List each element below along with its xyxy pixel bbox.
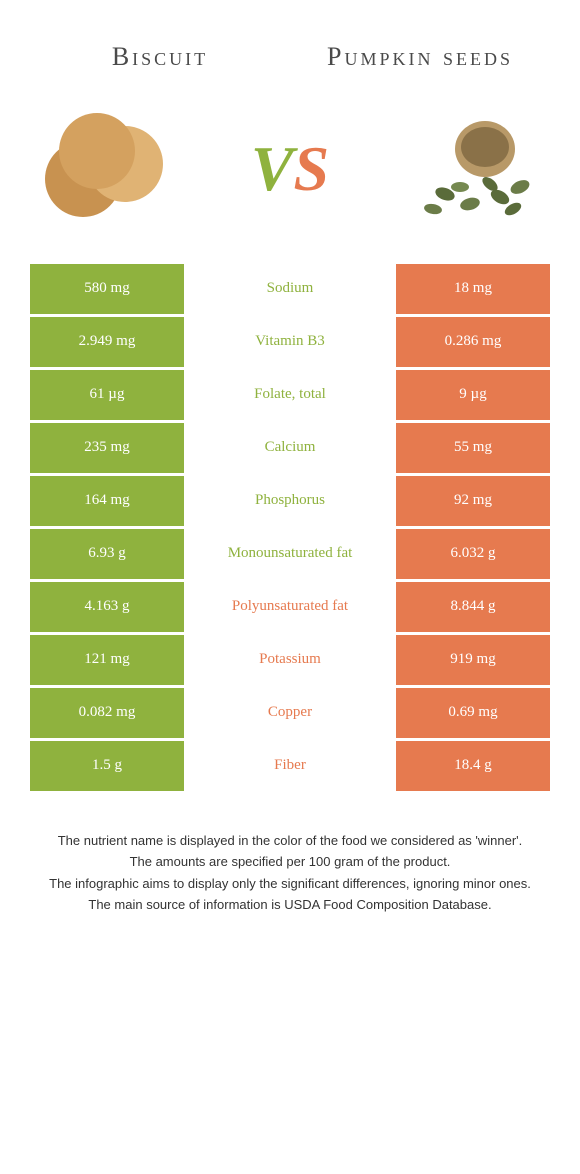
right-value-cell: 0.286 mg	[396, 317, 550, 367]
pumpkin-seeds-image	[400, 104, 550, 234]
footer-line: The nutrient name is displayed in the co…	[30, 831, 550, 851]
right-value-cell: 18.4 g	[396, 741, 550, 791]
table-row: 580 mgSodium18 mg	[30, 264, 550, 314]
right-value-cell: 9 µg	[396, 370, 550, 420]
right-value-cell: 92 mg	[396, 476, 550, 526]
nutrient-label-cell: Potassium	[184, 635, 396, 685]
nutrient-label-cell: Calcium	[184, 423, 396, 473]
nutrient-label-cell: Copper	[184, 688, 396, 738]
table-row: 1.5 gFiber18.4 g	[30, 741, 550, 791]
left-value-cell: 6.93 g	[30, 529, 184, 579]
table-row: 61 µgFolate, total9 µg	[30, 370, 550, 420]
right-value-cell: 18 mg	[396, 264, 550, 314]
table-row: 235 mgCalcium55 mg	[30, 423, 550, 473]
vs-s: S	[294, 132, 330, 206]
left-value-cell: 4.163 g	[30, 582, 184, 632]
nutrient-label-cell: Monounsaturated fat	[184, 529, 396, 579]
right-food-title: Pumpkin seeds	[290, 40, 550, 74]
footer-line: The amounts are specified per 100 gram o…	[30, 852, 550, 872]
left-value-cell: 121 mg	[30, 635, 184, 685]
footer-notes: The nutrient name is displayed in the co…	[30, 831, 550, 915]
left-value-cell: 235 mg	[30, 423, 184, 473]
right-value-cell: 55 mg	[396, 423, 550, 473]
left-value-cell: 61 µg	[30, 370, 184, 420]
biscuit-image	[30, 104, 180, 234]
table-row: 121 mgPotassium919 mg	[30, 635, 550, 685]
vs-v: V	[251, 132, 294, 206]
right-value-cell: 0.69 mg	[396, 688, 550, 738]
table-row: 164 mgPhosphorus92 mg	[30, 476, 550, 526]
nutrient-label-cell: Sodium	[184, 264, 396, 314]
left-value-cell: 0.082 mg	[30, 688, 184, 738]
nutrient-label-cell: Polyunsaturated fat	[184, 582, 396, 632]
left-food-title: Biscuit	[30, 40, 290, 74]
left-value-cell: 1.5 g	[30, 741, 184, 791]
nutrient-label-cell: Phosphorus	[184, 476, 396, 526]
right-value-cell: 919 mg	[396, 635, 550, 685]
footer-line: The main source of information is USDA F…	[30, 895, 550, 915]
header: Biscuit Pumpkin seeds	[0, 0, 580, 94]
table-row: 4.163 gPolyunsaturated fat8.844 g	[30, 582, 550, 632]
table-row: 6.93 gMonounsaturated fat6.032 g	[30, 529, 550, 579]
nutrient-label-cell: Fiber	[184, 741, 396, 791]
left-value-cell: 2.949 mg	[30, 317, 184, 367]
images-row: VS	[0, 94, 580, 264]
nutrient-label-cell: Folate, total	[184, 370, 396, 420]
nutrition-table: 580 mgSodium18 mg2.949 mgVitamin B30.286…	[30, 264, 550, 791]
right-value-cell: 6.032 g	[396, 529, 550, 579]
nutrient-label-cell: Vitamin B3	[184, 317, 396, 367]
table-row: 0.082 mgCopper0.69 mg	[30, 688, 550, 738]
left-value-cell: 164 mg	[30, 476, 184, 526]
table-row: 2.949 mgVitamin B30.286 mg	[30, 317, 550, 367]
right-value-cell: 8.844 g	[396, 582, 550, 632]
vs-label: VS	[251, 132, 329, 206]
footer-line: The infographic aims to display only the…	[30, 874, 550, 894]
left-value-cell: 580 mg	[30, 264, 184, 314]
